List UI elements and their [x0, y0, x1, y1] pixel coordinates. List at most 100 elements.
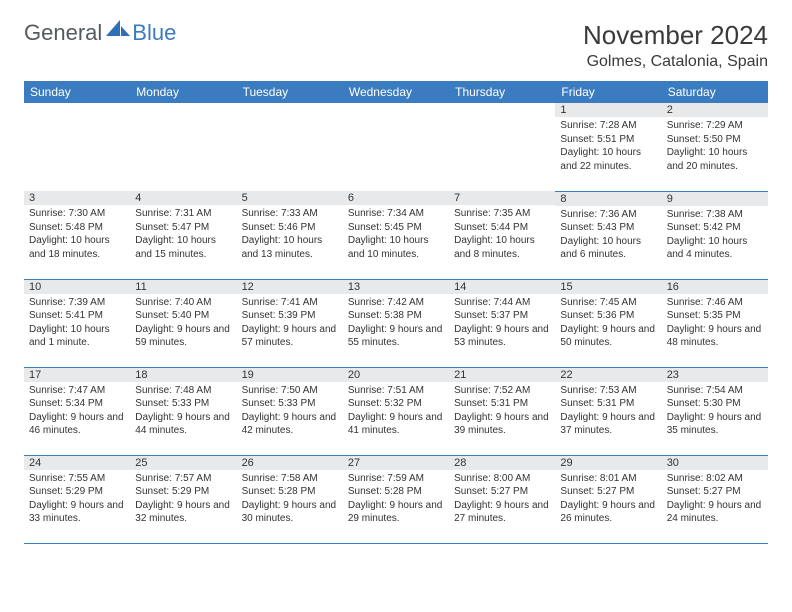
day-number: 23	[662, 368, 768, 382]
calendar-day-cell: 18Sunrise: 7:48 AMSunset: 5:33 PMDayligh…	[130, 367, 236, 455]
calendar-day-cell	[24, 103, 130, 191]
month-title: November 2024	[583, 20, 768, 51]
logo-text-1: General	[24, 20, 102, 46]
calendar-day-cell: 15Sunrise: 7:45 AMSunset: 5:36 PMDayligh…	[555, 279, 661, 367]
calendar-day-cell: 16Sunrise: 7:46 AMSunset: 5:35 PMDayligh…	[662, 279, 768, 367]
calendar-day-cell	[130, 103, 236, 191]
column-header: Monday	[130, 81, 236, 103]
calendar-day-cell: 1Sunrise: 7:28 AMSunset: 5:51 PMDaylight…	[555, 103, 661, 191]
column-header: Saturday	[662, 81, 768, 103]
calendar-day-cell: 7Sunrise: 7:35 AMSunset: 5:44 PMDaylight…	[449, 191, 555, 279]
day-content: Sunrise: 7:41 AMSunset: 5:39 PMDaylight:…	[237, 294, 343, 354]
calendar-day-cell: 2Sunrise: 7:29 AMSunset: 5:50 PMDaylight…	[662, 103, 768, 191]
day-number: 21	[449, 368, 555, 382]
day-number: 17	[24, 368, 130, 382]
calendar-week-row: 3Sunrise: 7:30 AMSunset: 5:48 PMDaylight…	[24, 191, 768, 279]
day-number: 7	[449, 191, 555, 205]
logo: General Blue	[24, 20, 176, 46]
calendar-day-cell: 27Sunrise: 7:59 AMSunset: 5:28 PMDayligh…	[343, 455, 449, 543]
title-block: November 2024 Golmes, Catalonia, Spain	[583, 20, 768, 71]
calendar-day-cell: 10Sunrise: 7:39 AMSunset: 5:41 PMDayligh…	[24, 279, 130, 367]
day-number: 14	[449, 280, 555, 294]
column-header: Friday	[555, 81, 661, 103]
calendar-day-cell: 4Sunrise: 7:31 AMSunset: 5:47 PMDaylight…	[130, 191, 236, 279]
day-content: Sunrise: 7:47 AMSunset: 5:34 PMDaylight:…	[24, 382, 130, 442]
day-number: 28	[449, 456, 555, 470]
logo-text-2: Blue	[132, 20, 176, 46]
day-number: 15	[555, 280, 661, 294]
day-content: Sunrise: 8:02 AMSunset: 5:27 PMDaylight:…	[662, 470, 768, 530]
calendar-body: 1Sunrise: 7:28 AMSunset: 5:51 PMDaylight…	[24, 103, 768, 543]
day-number: 3	[24, 191, 130, 205]
day-number: 4	[130, 191, 236, 205]
day-content: Sunrise: 7:54 AMSunset: 5:30 PMDaylight:…	[662, 382, 768, 442]
calendar-page: General Blue November 2024 Golmes, Catal…	[0, 0, 792, 554]
day-number: 5	[237, 191, 343, 205]
day-content: Sunrise: 7:39 AMSunset: 5:41 PMDaylight:…	[24, 294, 130, 354]
calendar-day-cell: 22Sunrise: 7:53 AMSunset: 5:31 PMDayligh…	[555, 367, 661, 455]
day-content: Sunrise: 7:28 AMSunset: 5:51 PMDaylight:…	[555, 117, 661, 177]
day-number: 16	[662, 280, 768, 294]
day-number: 19	[237, 368, 343, 382]
calendar-day-cell: 13Sunrise: 7:42 AMSunset: 5:38 PMDayligh…	[343, 279, 449, 367]
calendar-day-cell: 14Sunrise: 7:44 AMSunset: 5:37 PMDayligh…	[449, 279, 555, 367]
day-content: Sunrise: 7:36 AMSunset: 5:43 PMDaylight:…	[555, 206, 661, 266]
calendar-day-cell	[449, 103, 555, 191]
day-content: Sunrise: 7:50 AMSunset: 5:33 PMDaylight:…	[237, 382, 343, 442]
logo-sail-icon	[106, 20, 130, 36]
calendar-day-cell: 6Sunrise: 7:34 AMSunset: 5:45 PMDaylight…	[343, 191, 449, 279]
calendar-day-cell: 9Sunrise: 7:38 AMSunset: 5:42 PMDaylight…	[662, 191, 768, 279]
day-number: 24	[24, 456, 130, 470]
calendar-day-cell: 5Sunrise: 7:33 AMSunset: 5:46 PMDaylight…	[237, 191, 343, 279]
day-content: Sunrise: 7:53 AMSunset: 5:31 PMDaylight:…	[555, 382, 661, 442]
day-number: 9	[662, 192, 768, 206]
calendar-day-cell: 3Sunrise: 7:30 AMSunset: 5:48 PMDaylight…	[24, 191, 130, 279]
calendar-day-cell: 19Sunrise: 7:50 AMSunset: 5:33 PMDayligh…	[237, 367, 343, 455]
day-content: Sunrise: 7:33 AMSunset: 5:46 PMDaylight:…	[237, 205, 343, 265]
day-content: Sunrise: 7:55 AMSunset: 5:29 PMDaylight:…	[24, 470, 130, 530]
calendar-day-cell: 29Sunrise: 8:01 AMSunset: 5:27 PMDayligh…	[555, 455, 661, 543]
day-content: Sunrise: 7:38 AMSunset: 5:42 PMDaylight:…	[662, 206, 768, 266]
day-number: 2	[662, 103, 768, 117]
day-content: Sunrise: 7:40 AMSunset: 5:40 PMDaylight:…	[130, 294, 236, 354]
calendar-day-cell	[237, 103, 343, 191]
calendar-week-row: 24Sunrise: 7:55 AMSunset: 5:29 PMDayligh…	[24, 455, 768, 543]
day-content: Sunrise: 7:46 AMSunset: 5:35 PMDaylight:…	[662, 294, 768, 354]
day-content: Sunrise: 7:44 AMSunset: 5:37 PMDaylight:…	[449, 294, 555, 354]
day-content: Sunrise: 7:35 AMSunset: 5:44 PMDaylight:…	[449, 205, 555, 265]
calendar-day-cell: 20Sunrise: 7:51 AMSunset: 5:32 PMDayligh…	[343, 367, 449, 455]
day-number: 25	[130, 456, 236, 470]
day-content: Sunrise: 7:29 AMSunset: 5:50 PMDaylight:…	[662, 117, 768, 177]
day-number: 27	[343, 456, 449, 470]
calendar-header-row: SundayMondayTuesdayWednesdayThursdayFrid…	[24, 81, 768, 103]
day-number: 6	[343, 191, 449, 205]
calendar-day-cell: 25Sunrise: 7:57 AMSunset: 5:29 PMDayligh…	[130, 455, 236, 543]
day-content: Sunrise: 7:52 AMSunset: 5:31 PMDaylight:…	[449, 382, 555, 442]
day-content: Sunrise: 8:00 AMSunset: 5:27 PMDaylight:…	[449, 470, 555, 530]
day-content: Sunrise: 7:30 AMSunset: 5:48 PMDaylight:…	[24, 205, 130, 265]
day-content: Sunrise: 7:34 AMSunset: 5:45 PMDaylight:…	[343, 205, 449, 265]
calendar-day-cell: 8Sunrise: 7:36 AMSunset: 5:43 PMDaylight…	[555, 191, 661, 279]
calendar-week-row: 1Sunrise: 7:28 AMSunset: 5:51 PMDaylight…	[24, 103, 768, 191]
calendar-day-cell	[343, 103, 449, 191]
calendar-day-cell: 23Sunrise: 7:54 AMSunset: 5:30 PMDayligh…	[662, 367, 768, 455]
calendar-day-cell: 17Sunrise: 7:47 AMSunset: 5:34 PMDayligh…	[24, 367, 130, 455]
day-content: Sunrise: 7:45 AMSunset: 5:36 PMDaylight:…	[555, 294, 661, 354]
calendar-table: SundayMondayTuesdayWednesdayThursdayFrid…	[24, 81, 768, 544]
day-number: 10	[24, 280, 130, 294]
column-header: Sunday	[24, 81, 130, 103]
calendar-day-cell: 30Sunrise: 8:02 AMSunset: 5:27 PMDayligh…	[662, 455, 768, 543]
day-content: Sunrise: 7:57 AMSunset: 5:29 PMDaylight:…	[130, 470, 236, 530]
day-number: 22	[555, 368, 661, 382]
day-number: 11	[130, 280, 236, 294]
location: Golmes, Catalonia, Spain	[583, 53, 768, 71]
day-content: Sunrise: 7:59 AMSunset: 5:28 PMDaylight:…	[343, 470, 449, 530]
day-content: Sunrise: 7:31 AMSunset: 5:47 PMDaylight:…	[130, 205, 236, 265]
day-content: Sunrise: 7:48 AMSunset: 5:33 PMDaylight:…	[130, 382, 236, 442]
day-number: 26	[237, 456, 343, 470]
calendar-week-row: 10Sunrise: 7:39 AMSunset: 5:41 PMDayligh…	[24, 279, 768, 367]
day-number: 1	[555, 103, 661, 117]
calendar-day-cell: 24Sunrise: 7:55 AMSunset: 5:29 PMDayligh…	[24, 455, 130, 543]
day-number: 12	[237, 280, 343, 294]
header: General Blue November 2024 Golmes, Catal…	[24, 20, 768, 71]
